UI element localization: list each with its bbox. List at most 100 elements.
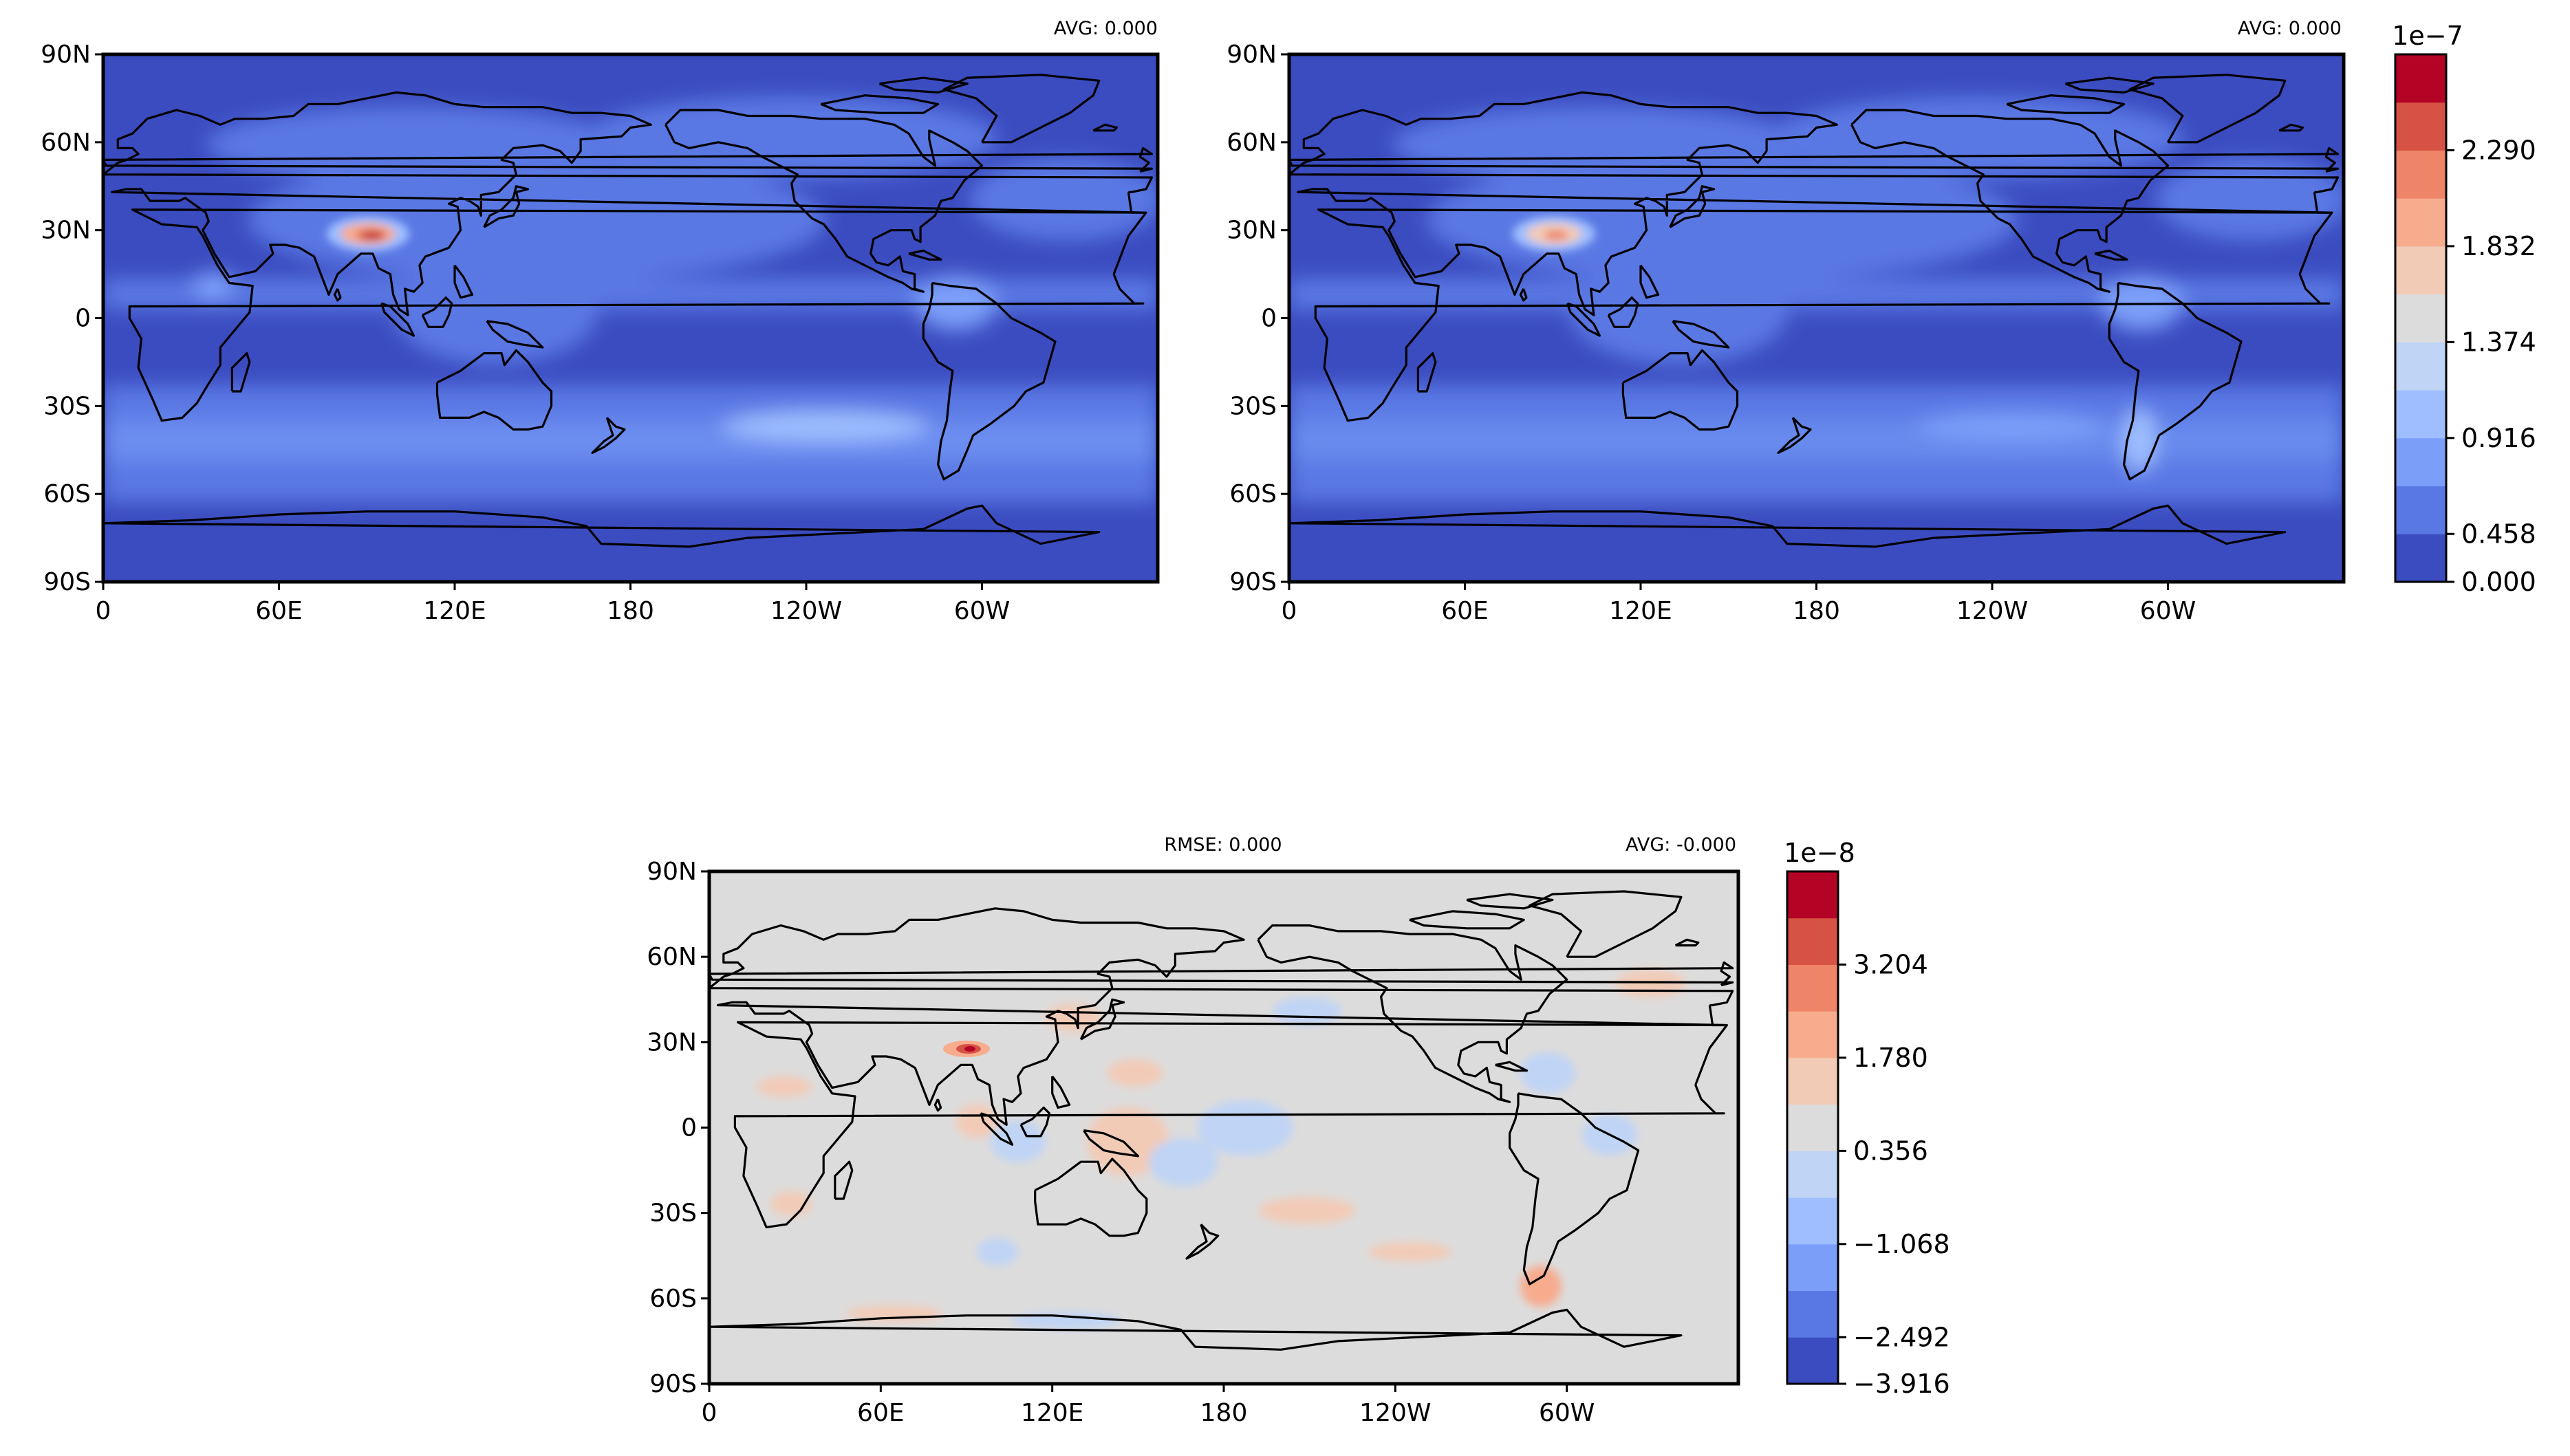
- coastline-17: [1051, 1076, 1071, 1109]
- avg-label: AVG: 0.000: [1054, 18, 1158, 39]
- rmse-label: RMSE: 0.000: [1164, 834, 1282, 856]
- colorbar-segment: [2395, 198, 2446, 247]
- coastline-16: [1495, 1061, 1529, 1072]
- lon-tick-label: 60W: [2140, 597, 2196, 625]
- colorbar-segment: [1787, 1104, 1838, 1151]
- lat-tick-label: 90N: [1227, 41, 1277, 69]
- coastline-5: [1509, 1092, 1640, 1285]
- difference-hotspot: [943, 1041, 990, 1057]
- map-panel-difference: 90N 60N 30N 0 30S 60S 90S 0 60E 120E 180 120W 60W R…: [647, 834, 1740, 1427]
- coastline-6: [435, 349, 553, 431]
- colorbar-tick-label: 2.290: [2461, 135, 2536, 165]
- coastline-5: [922, 281, 1057, 481]
- lat-tick-label: 0: [681, 1114, 697, 1142]
- colorbar-tick-label: −2.492: [1853, 1322, 1950, 1352]
- coastline-15: [1674, 938, 1700, 947]
- coastline-4: [942, 74, 1101, 144]
- coastline-12: [486, 320, 544, 349]
- lat-tick-label: 60S: [649, 1285, 697, 1313]
- lon-tick-label: 60E: [1441, 597, 1489, 625]
- lon-tick-label: 120W: [770, 597, 842, 625]
- colorbar-segment: [1787, 1243, 1838, 1292]
- lat-tick-label: 90S: [43, 568, 91, 596]
- lon-tick-label: 0: [1282, 597, 1297, 625]
- coastline-6: [1621, 349, 1739, 431]
- lat-tick-label: 30S: [649, 1199, 697, 1228]
- colorbar-tick-label: 0.916: [2461, 423, 2536, 453]
- longitude-axis: 0 60E 120E 180 120W 60W: [1282, 582, 2196, 625]
- coastline-13: [1185, 1224, 1220, 1260]
- colorbar-exponent: 1e−7: [2392, 21, 2463, 51]
- lon-tick-label: 60E: [255, 597, 303, 625]
- coastline-14: [1519, 288, 1528, 302]
- himalaya-hotspot: [327, 216, 409, 252]
- coastline-11: [1566, 302, 1601, 337]
- coastline-12: [1083, 1129, 1139, 1158]
- coastline-2: [709, 961, 1734, 987]
- latitude-axis: 90N 60N 30N 0 30S 60S 90S: [41, 41, 103, 596]
- colorbar-tick-label: 1.374: [2461, 327, 2536, 357]
- coastlines: [103, 74, 1154, 548]
- colorbar-tick-label: 0.458: [2461, 519, 2536, 549]
- colorbar-top: 2.290 1.832 1.374 0.916 0.458 0.000 1e−7: [2392, 21, 2536, 597]
- coastline-1: [1289, 91, 2340, 316]
- colorbar-segment: [2395, 390, 2446, 439]
- colorbar-tick-label: −3.916: [1853, 1369, 1950, 1399]
- coastline-13: [591, 417, 626, 455]
- map-panel-top-right: 90N 60N 30N 0 30S 60S 90S 0 60E 120E 180 120W 60W A…: [1227, 18, 2346, 625]
- coastline-17: [453, 264, 474, 299]
- lat-tick-label: 90S: [1229, 568, 1277, 596]
- lon-tick-label: 60W: [1539, 1399, 1595, 1427]
- colorbar-tick-label: 3.204: [1853, 949, 1928, 979]
- colorbar-segment: [2395, 246, 2446, 295]
- lon-tick-label: 180: [1793, 597, 1840, 625]
- coastline-18: [1409, 910, 1525, 930]
- lat-tick-label: 30S: [1229, 392, 1277, 420]
- coastline-4: [1529, 890, 1683, 958]
- lat-tick-label: 30N: [1227, 217, 1277, 245]
- colorbar-tick-label: 0.000: [2461, 567, 2536, 597]
- colorbar-segment: [2395, 534, 2446, 583]
- lon-tick-label: 180: [607, 597, 654, 625]
- lat-tick-label: 90S: [649, 1370, 697, 1398]
- colorbar-difference: 3.204 1.780 0.356 −1.068 −2.492 −3.916 1e−8: [1784, 838, 1950, 1399]
- colorbar-segment: [2395, 486, 2446, 534]
- lon-tick-label: 0: [96, 597, 111, 625]
- colorbar-tick-label: 0.356: [1853, 1136, 1928, 1166]
- colorbar-exponent: 1e−8: [1784, 838, 1855, 868]
- coastline-15: [2278, 123, 2304, 132]
- himalaya-hotspot: [1513, 216, 1595, 252]
- coastline-5: [2108, 281, 2243, 481]
- lon-tick-label: 120E: [423, 597, 486, 625]
- colorbar-segment: [1787, 1151, 1838, 1198]
- colorbar-segment: [2395, 342, 2446, 391]
- lon-tick-label: 120W: [1359, 1399, 1431, 1427]
- coastline-17: [1639, 264, 1660, 299]
- coastline-1: [103, 91, 1154, 316]
- coastline-18: [2006, 94, 2126, 114]
- coastline-16: [908, 249, 942, 261]
- lat-tick-label: 60S: [43, 480, 91, 508]
- lon-tick-label: 120W: [1956, 597, 2028, 625]
- colorbar-segment: [1787, 871, 1838, 919]
- coastline-0: [128, 208, 1147, 422]
- coastline-14: [933, 1098, 942, 1112]
- colorbar-segment: [1787, 1011, 1838, 1058]
- lat-tick-label: 30S: [43, 392, 91, 420]
- coastline-6: [1034, 1158, 1148, 1237]
- colorbar-segment: [2395, 150, 2446, 199]
- coastline-3: [1257, 924, 1568, 1103]
- coastlines: [1289, 74, 2340, 548]
- longitude-axis: 0 60E 120E 180 120W 60W: [96, 582, 1010, 625]
- colorbar-segment: [2395, 294, 2446, 343]
- lat-tick-label: 0: [75, 305, 91, 333]
- coastline-10: [1019, 1106, 1051, 1138]
- coastline-10: [421, 296, 453, 328]
- coastline-10: [1607, 296, 1639, 328]
- coastline-18: [820, 94, 940, 114]
- coastline-1: [709, 907, 1734, 1126]
- coastline-7: [1289, 504, 2287, 548]
- avg-label: AVG: -0.000: [1626, 834, 1736, 856]
- coastline-12: [1672, 320, 1730, 349]
